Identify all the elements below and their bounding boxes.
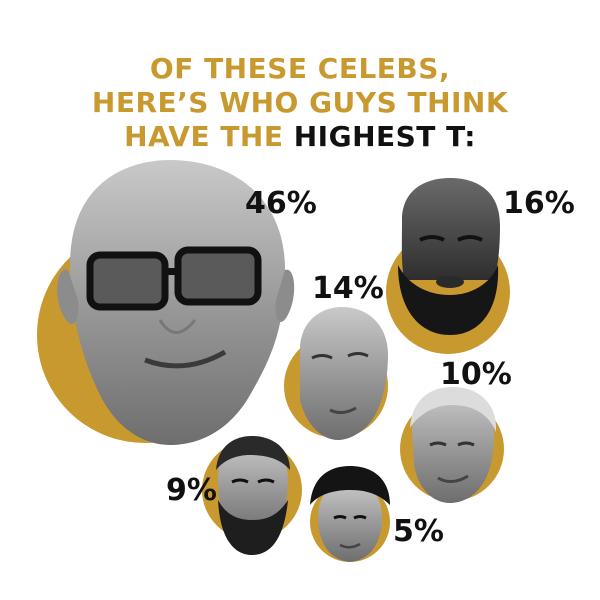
label-5: 5% — [393, 514, 444, 549]
face-10-icon — [410, 386, 497, 503]
title-line-1: OF THESE CELEBS, — [149, 52, 451, 85]
title-line-2: HERE’S WHO GUYS THINK — [91, 86, 509, 119]
celeb-46-group: 46% — [37, 160, 317, 445]
celeb-9-group: 9% — [166, 436, 302, 555]
title-line-3: HAVE THE HIGHEST T: — [0, 120, 600, 154]
title-line-3-gold: HAVE THE — [124, 120, 294, 153]
celeb-10-group: 10% — [400, 357, 512, 503]
label-16: 16% — [503, 186, 575, 221]
label-46: 46% — [245, 186, 317, 221]
celeb-5-group: 5% — [310, 466, 444, 562]
face-9-icon — [216, 436, 290, 555]
label-9: 9% — [166, 473, 217, 508]
celeb-16-group: 16% — [386, 178, 575, 354]
face-16-icon — [398, 178, 500, 335]
title-line-3-black: HIGHEST T: — [293, 120, 476, 153]
face-5-icon — [310, 466, 390, 562]
celeb-14-group: 14% — [284, 271, 388, 440]
label-14: 14% — [312, 271, 384, 306]
label-10: 10% — [440, 357, 512, 392]
face-14-icon — [300, 307, 388, 440]
chart-title: OF THESE CELEBS, HERE’S WHO GUYS THINK H… — [0, 52, 600, 154]
face-46-icon — [57, 160, 295, 445]
